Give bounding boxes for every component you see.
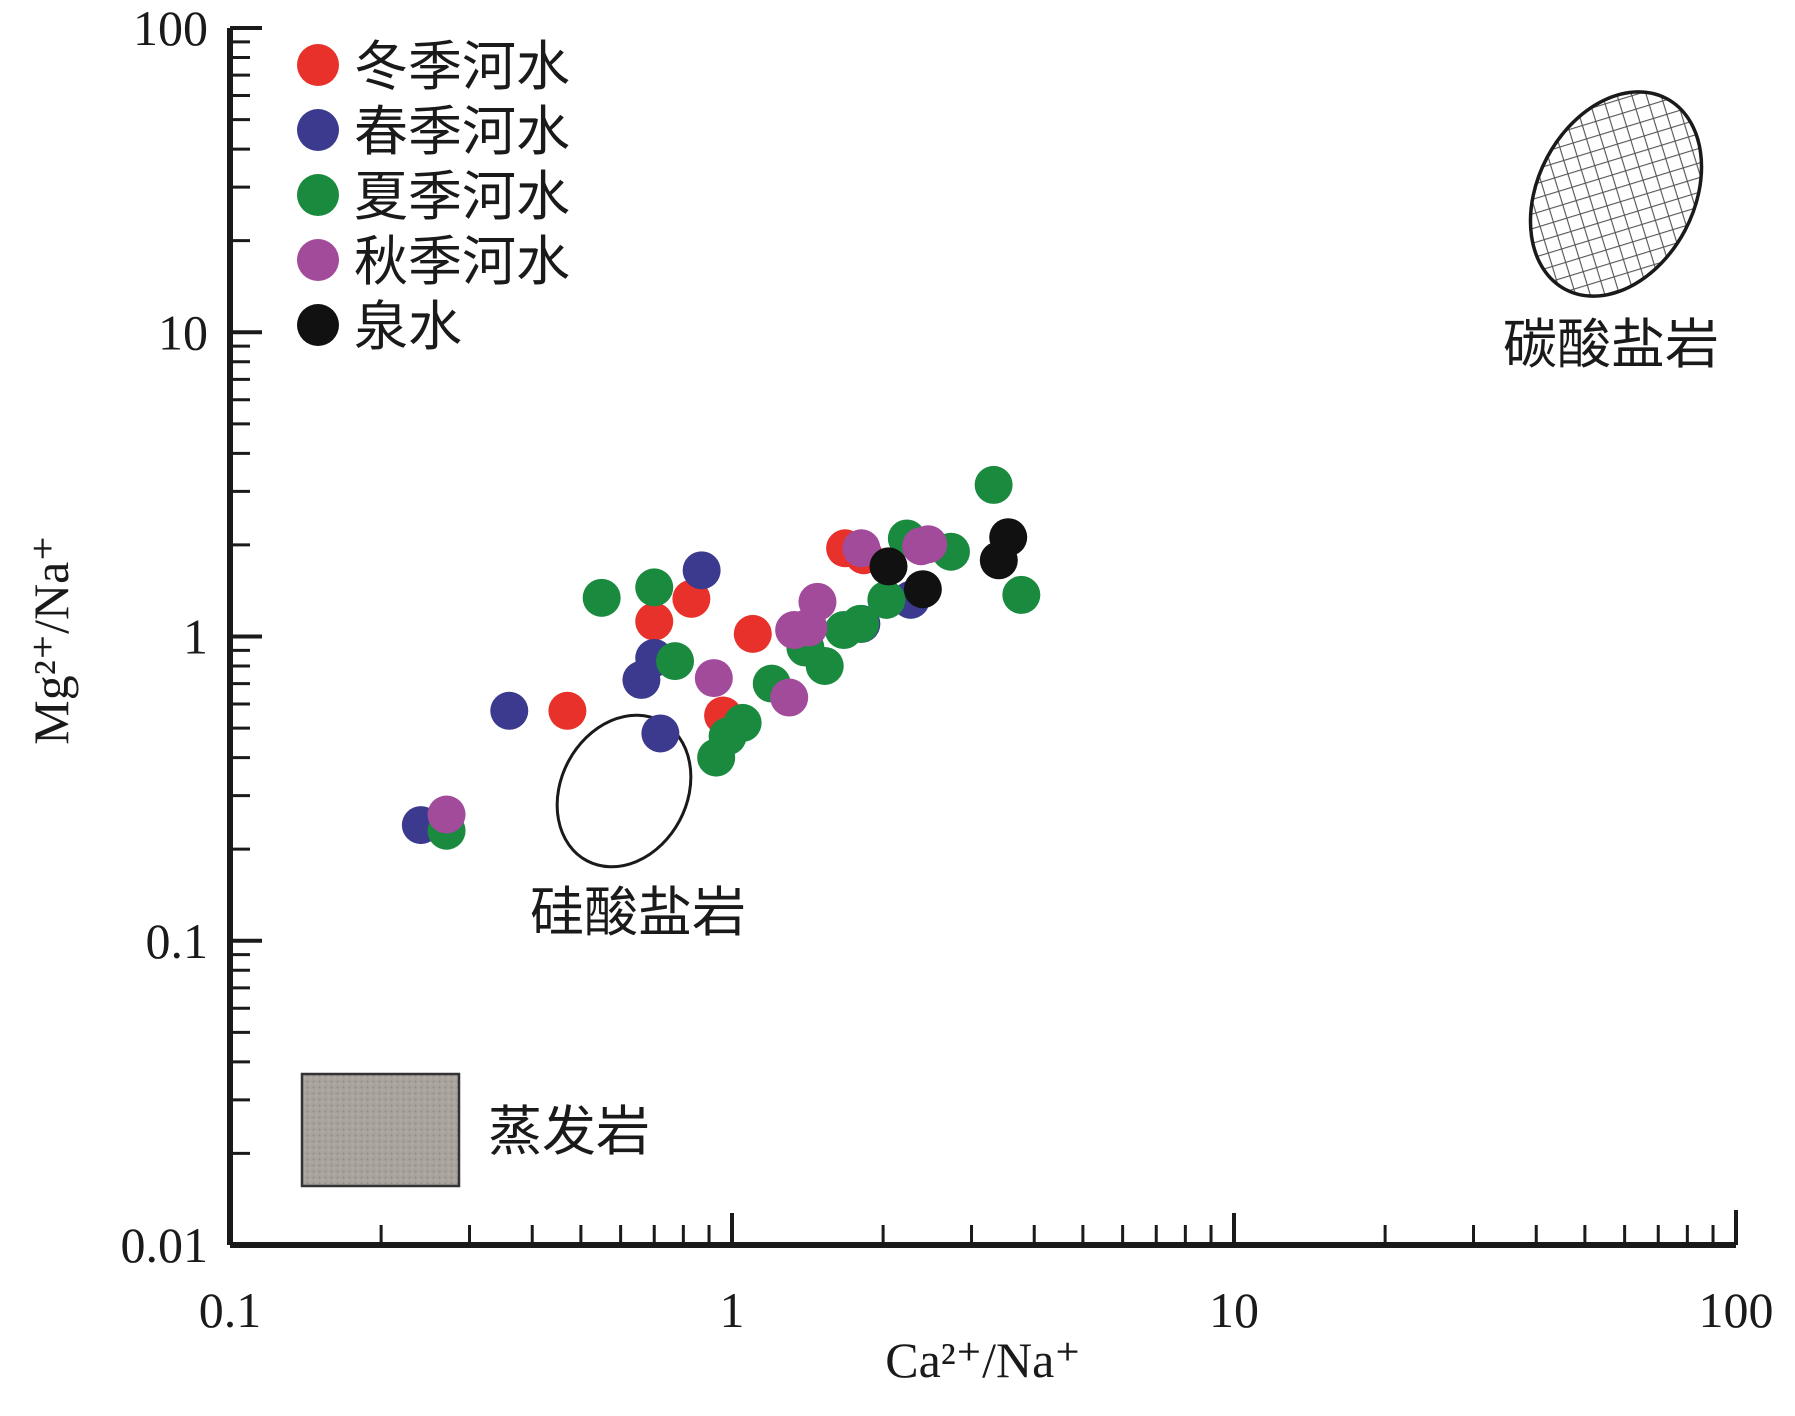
data-point-series-4	[694, 659, 733, 698]
data-point-series-5	[869, 547, 908, 586]
data-point-series-3	[635, 568, 674, 607]
legend-marker	[297, 44, 339, 86]
carbonate-region	[1528, 90, 1704, 298]
y-tick-label: 100	[133, 0, 208, 56]
y-tick-label: 0.1	[146, 913, 209, 969]
data-point-series-2	[682, 551, 721, 590]
silicate-label: 硅酸盐岩	[530, 881, 746, 944]
x-axis-title: Ca²⁺/Na⁺	[885, 1332, 1081, 1388]
x-tick-label: 100	[1699, 1282, 1774, 1338]
data-point-series-3	[582, 578, 621, 617]
legend-marker	[297, 239, 339, 281]
data-point-series-1	[733, 614, 772, 653]
data-point-series-4	[842, 529, 881, 568]
data-point-series-3	[867, 580, 906, 619]
y-axis-title: Mg²⁺/Na⁺	[23, 535, 79, 744]
legend-label: 夏季河水	[354, 165, 570, 228]
data-point-series-4	[798, 582, 837, 621]
evaporite-region	[300, 1072, 461, 1188]
x-tick-label: 0.1	[199, 1282, 262, 1338]
legend-label: 春季河水	[354, 100, 570, 163]
data-point-series-2	[490, 691, 529, 730]
x-ticks: 0.1 1 10 100	[199, 1213, 1774, 1338]
y-ticks: 0.01 0.1 1 10 100	[121, 0, 262, 1273]
data-point-series-5	[989, 518, 1028, 557]
data-point-series-3	[1002, 575, 1041, 614]
data-point-series-3	[805, 646, 844, 685]
legend-marker	[297, 109, 339, 151]
data-point-series-5	[903, 570, 942, 609]
data-point-series-4	[909, 525, 948, 564]
data-point-series-1	[672, 579, 711, 618]
legend-label: 泉水	[354, 295, 462, 358]
data-point-series-3	[841, 604, 880, 643]
carbonate-label: 碳酸盐岩	[1503, 313, 1719, 376]
x-tick-label: 10	[1209, 1282, 1259, 1338]
data-point-series-4	[770, 678, 809, 717]
evaporite-label: 蒸发岩	[488, 1100, 650, 1163]
data-point-series-3	[656, 642, 695, 681]
data-point-series-3	[974, 465, 1013, 504]
legend-label: 秋季河水	[354, 230, 570, 293]
data-point-series-1	[548, 691, 587, 730]
legend-marker	[297, 174, 339, 216]
legend-label: 冬季河水	[354, 35, 570, 98]
y-tick-label: 0.01	[121, 1217, 209, 1273]
data-point-series-4	[427, 795, 466, 834]
data-point-series-2	[641, 714, 680, 753]
y-tick-label: 10	[158, 304, 208, 360]
legend-marker	[297, 304, 339, 346]
data-point-series-1	[635, 602, 674, 641]
data-points	[401, 465, 1041, 850]
y-tick-label: 1	[183, 609, 208, 665]
x-tick-label: 1	[720, 1282, 745, 1338]
data-point-series-3	[723, 703, 762, 742]
